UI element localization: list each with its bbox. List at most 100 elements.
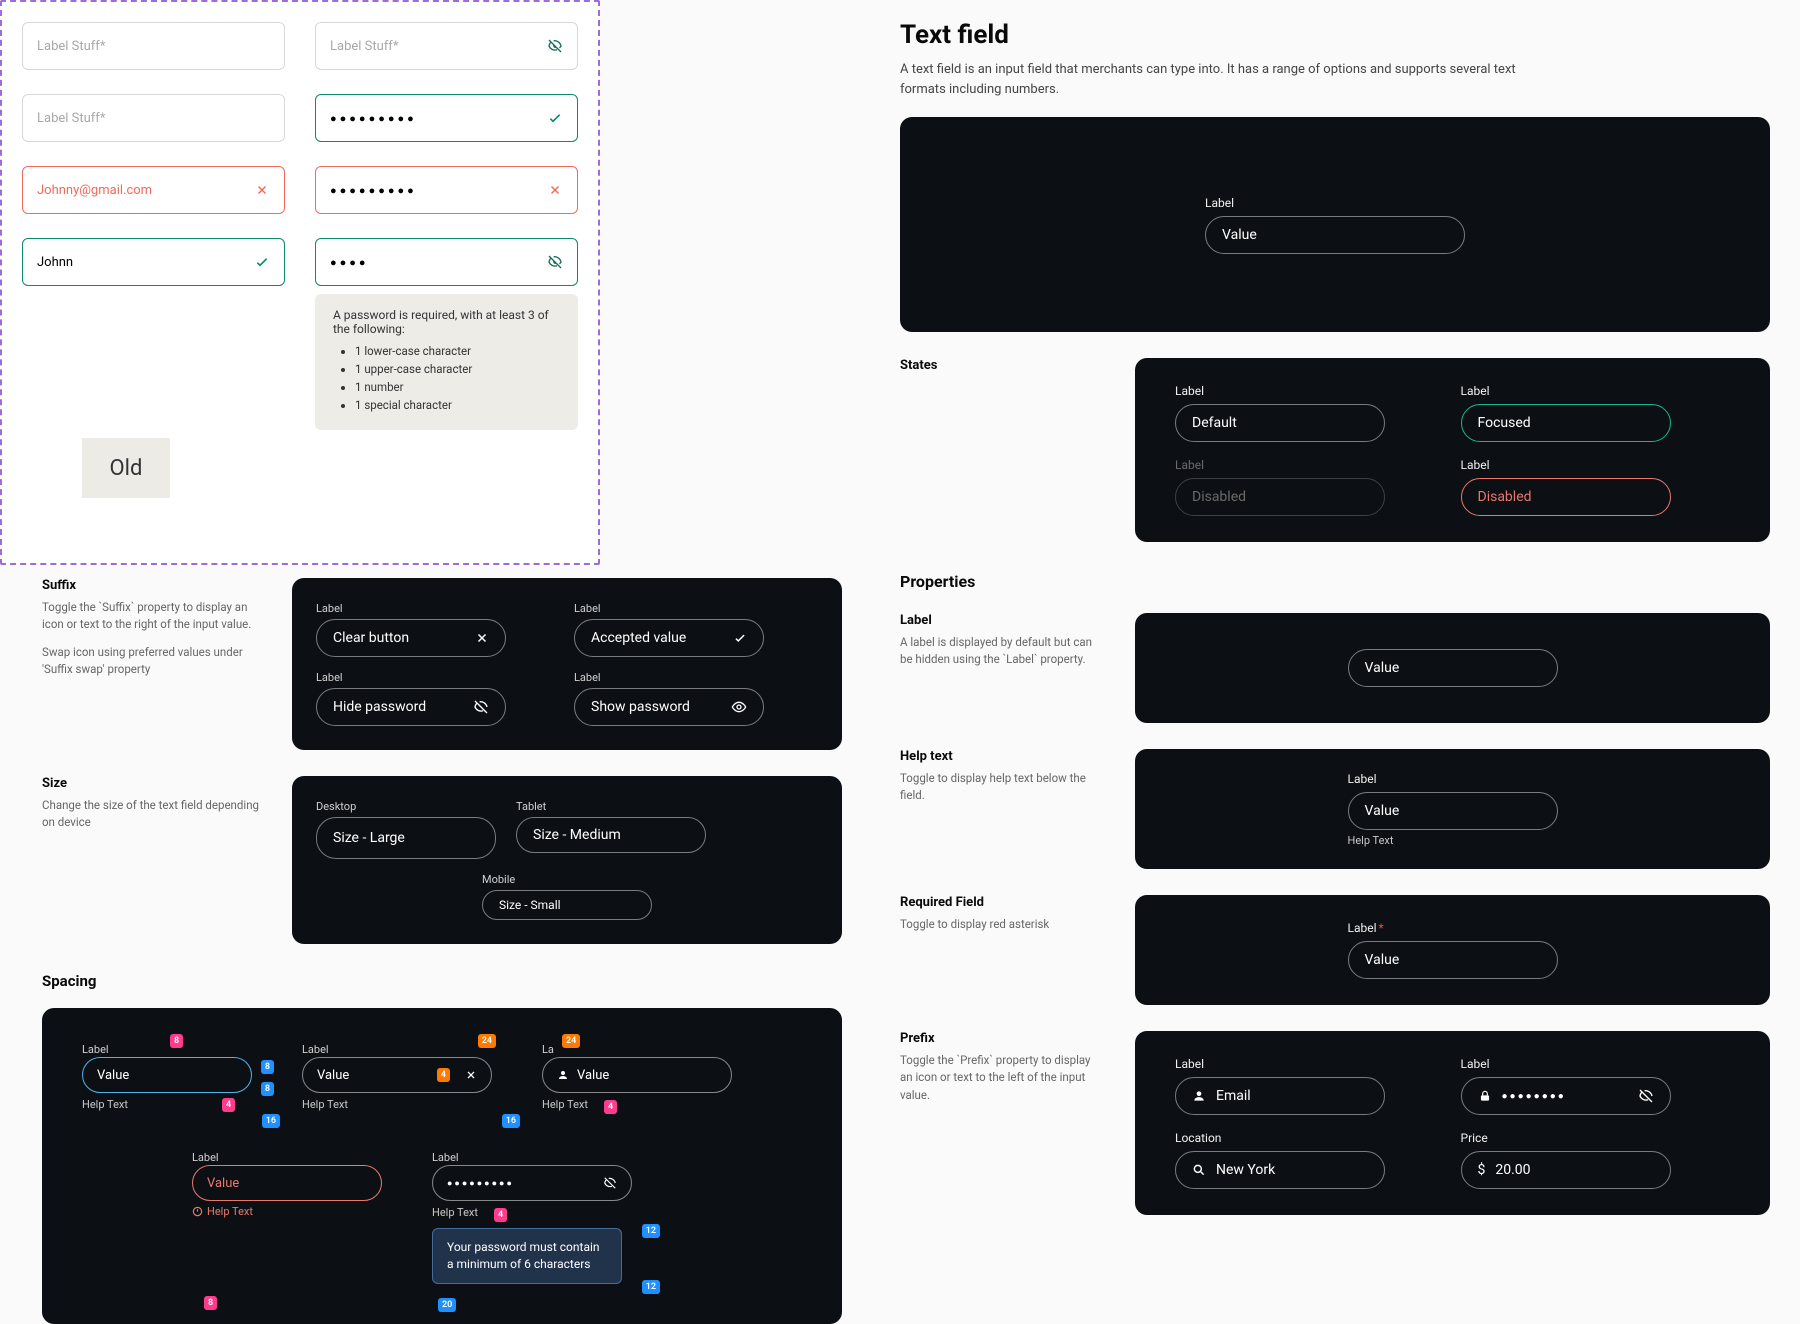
text-input-error[interactable]: Value (192, 1165, 382, 1201)
section-heading: Suffix (42, 578, 262, 593)
text-input-required[interactable]: Value (1348, 941, 1558, 979)
old-input-email-error[interactable]: Johnny@gmail.com (22, 166, 285, 214)
legacy-variants-panel: Label Stuff* Label Stuff* Label Stuff* ●… (0, 0, 600, 565)
spacing-badge: 24 (562, 1034, 580, 1048)
old-input-password-error[interactable]: ●●●●●●●●● (315, 166, 578, 214)
placeholder-text: Label Stuff* (330, 39, 398, 54)
text-input-nolabel[interactable]: Value (1348, 649, 1558, 687)
section-heading: Prefix (900, 1031, 1105, 1046)
close-icon[interactable] (254, 182, 270, 198)
password-tooltip: Your password must contain a minimum of … (432, 1228, 622, 1284)
placeholder-text: Label Stuff* (37, 111, 105, 126)
text-input-default[interactable]: Default (1175, 404, 1385, 442)
required-panel: Label* Value (1135, 895, 1770, 1005)
close-icon[interactable] (547, 182, 563, 198)
section-description: Toggle to display help text below the fi… (900, 770, 1105, 805)
spacing-badge: 8 (204, 1296, 217, 1310)
error-help-text: Help Text (192, 1205, 382, 1218)
placeholder-text: Label Stuff* (37, 39, 105, 54)
input-value: Size - Medium (533, 827, 621, 843)
section-description: A label is displayed by default but can … (900, 634, 1105, 669)
spacing-badge: 8 (261, 1082, 274, 1096)
user-icon (1192, 1089, 1206, 1103)
spacing-example-error: Label Value Help Text 8 (192, 1146, 382, 1284)
hide-password-input[interactable]: Hide password (316, 688, 506, 726)
field-label: Label (192, 1151, 219, 1164)
eye-off-icon[interactable] (547, 254, 563, 270)
price-input[interactable]: $ 20.00 (1461, 1151, 1671, 1189)
input-value: Size - Small (499, 898, 561, 912)
spacing-badge: 4 (437, 1068, 450, 1082)
input-value: Disabled (1478, 489, 1532, 505)
spacing-panel: Label Value Help Text 8 4 8 8 16 Label V… (42, 1008, 842, 1324)
input-value: Value (207, 1176, 239, 1191)
text-input-error[interactable]: Disabled (1461, 478, 1671, 516)
field-label: Price (1461, 1131, 1731, 1145)
text-input[interactable]: Value (302, 1057, 492, 1093)
eye-off-icon[interactable] (1638, 1088, 1654, 1104)
requirements-title: A password is required, with at least 3 … (333, 308, 560, 336)
size-medium-input[interactable]: Size - Medium (516, 817, 706, 853)
size-small-input[interactable]: Size - Small (482, 890, 652, 920)
old-input-password-valid[interactable]: ●●●●●●●●● (315, 94, 578, 142)
text-input-focused[interactable]: Focused (1461, 404, 1671, 442)
password-input[interactable]: ●●●●●●●●● (432, 1165, 632, 1201)
eye-off-icon[interactable] (603, 1176, 617, 1190)
user-icon (557, 1069, 569, 1081)
clear-button-input[interactable]: Clear button (316, 619, 506, 657)
page-title: Text field (900, 20, 1770, 50)
properties-heading: Properties (900, 572, 1770, 591)
requirements-list: 1 lower-case character 1 upper-case char… (333, 344, 560, 412)
size-panel: Desktop Size - Large Tablet Size - Mediu… (292, 776, 842, 944)
input-value: Focused (1478, 415, 1531, 431)
text-input[interactable]: Value (82, 1057, 252, 1093)
page-description: A text field is an input field that merc… (900, 60, 1540, 99)
location-input[interactable]: New York (1175, 1151, 1385, 1189)
section-heading: States (900, 358, 1105, 373)
field-label: Label (1461, 458, 1731, 472)
close-icon[interactable] (465, 1069, 477, 1081)
old-input-placeholder[interactable]: Label Stuff* (22, 22, 285, 70)
eye-off-icon[interactable] (547, 38, 563, 54)
input-value: Value (317, 1068, 349, 1083)
help-text: Help Text (1348, 834, 1558, 847)
old-input-placeholder-eye[interactable]: Label Stuff* (315, 22, 578, 70)
spacing-example-password-tooltip: Label ●●●●●●●●● Help Text Your password … (432, 1146, 632, 1284)
show-password-input[interactable]: Show password (574, 688, 764, 726)
password-input[interactable]: ●●●●●●●● (1461, 1077, 1671, 1115)
spacing-badge: 12 (642, 1280, 660, 1294)
email-input[interactable]: Email (1175, 1077, 1385, 1115)
spacing-badge: 8 (261, 1060, 274, 1074)
close-icon[interactable] (475, 631, 489, 645)
spacing-example-suffix: Label Value Help Text 24 4 16 (302, 1038, 492, 1112)
prefix-panel: Label Email Label ●●●●●●●● Location (1135, 1031, 1770, 1215)
old-input-password-short[interactable]: ●●●● (315, 238, 578, 286)
password-requirements-box: A password is required, with at least 3 … (315, 294, 578, 430)
field-label: Label (1461, 1057, 1731, 1071)
text-input[interactable]: Value (542, 1057, 732, 1093)
input-value: Size - Large (333, 830, 405, 846)
search-icon (1192, 1163, 1206, 1177)
size-large-input[interactable]: Size - Large (316, 817, 496, 859)
old-input-text-valid[interactable]: Johnn (22, 238, 285, 286)
password-dots: ●●●●●●●● (1502, 1091, 1566, 1102)
field-label: Label (1205, 196, 1465, 210)
eye-icon[interactable] (731, 699, 747, 715)
accepted-input[interactable]: Accepted value (574, 619, 764, 657)
eye-off-icon[interactable] (473, 699, 489, 715)
spacing-example-focused: Label Value Help Text 8 4 8 8 16 (82, 1038, 252, 1112)
input-value: Johnn (37, 255, 73, 270)
section-description: Change the size of the text field depend… (42, 797, 262, 832)
text-input[interactable]: Value (1205, 216, 1465, 254)
input-value: Accepted value (591, 630, 686, 646)
old-input-placeholder[interactable]: Label Stuff* (22, 94, 285, 142)
section-description: Toggle to display red asterisk (900, 916, 1105, 933)
input-value: Disabled (1192, 489, 1246, 505)
old-badge: Old (82, 438, 170, 498)
spacing-badge: 20 (438, 1298, 456, 1312)
field-label: Label* (1348, 921, 1558, 935)
password-dots: ●●●● (330, 256, 369, 269)
section-heading: Label (900, 613, 1105, 628)
input-value: Hide password (333, 699, 426, 715)
text-input[interactable]: Value (1348, 792, 1558, 830)
